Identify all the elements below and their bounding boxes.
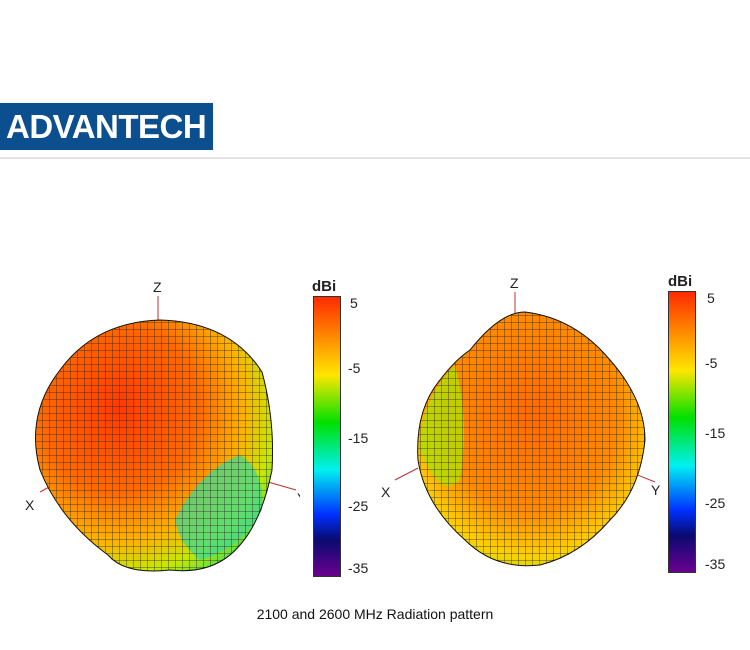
header-divider	[0, 157, 750, 159]
colorbar-tick: -15	[348, 430, 369, 446]
figure-caption: 2100 and 2600 MHz Radiation pattern	[256, 606, 494, 622]
advantech-logo: ADVANTECH	[0, 103, 213, 150]
colorbar-tick: -35	[705, 556, 726, 572]
colorbar	[668, 291, 696, 573]
colorbar-unit: dBi	[312, 278, 337, 295]
colorbar	[313, 296, 341, 577]
y-axis-label: Y	[651, 482, 661, 498]
colorbar-tick: -25	[348, 498, 369, 514]
colorbar-tick: -35	[348, 560, 369, 576]
radiation-pattern-3d-left: Z X Y	[25, 279, 300, 572]
colorbar-tick: -25	[705, 495, 726, 511]
colorbar-tick: -5	[705, 355, 718, 371]
colorbar-tick: 5	[350, 295, 358, 311]
x-axis-label: X	[25, 497, 35, 513]
y-axis-line	[267, 481, 297, 491]
colorbar-unit: dBi	[668, 273, 693, 290]
colorbar-tick: -15	[705, 425, 726, 441]
x-axis-label: X	[381, 484, 391, 500]
z-axis-label: Z	[153, 279, 162, 295]
y-axis-label: Y	[297, 490, 300, 506]
radiation-pattern-3d-right: Z X Y	[381, 275, 661, 567]
colorbar-tick: -5	[348, 360, 361, 376]
colorbar-tick: 5	[707, 290, 715, 306]
z-axis-label: Z	[510, 275, 519, 291]
